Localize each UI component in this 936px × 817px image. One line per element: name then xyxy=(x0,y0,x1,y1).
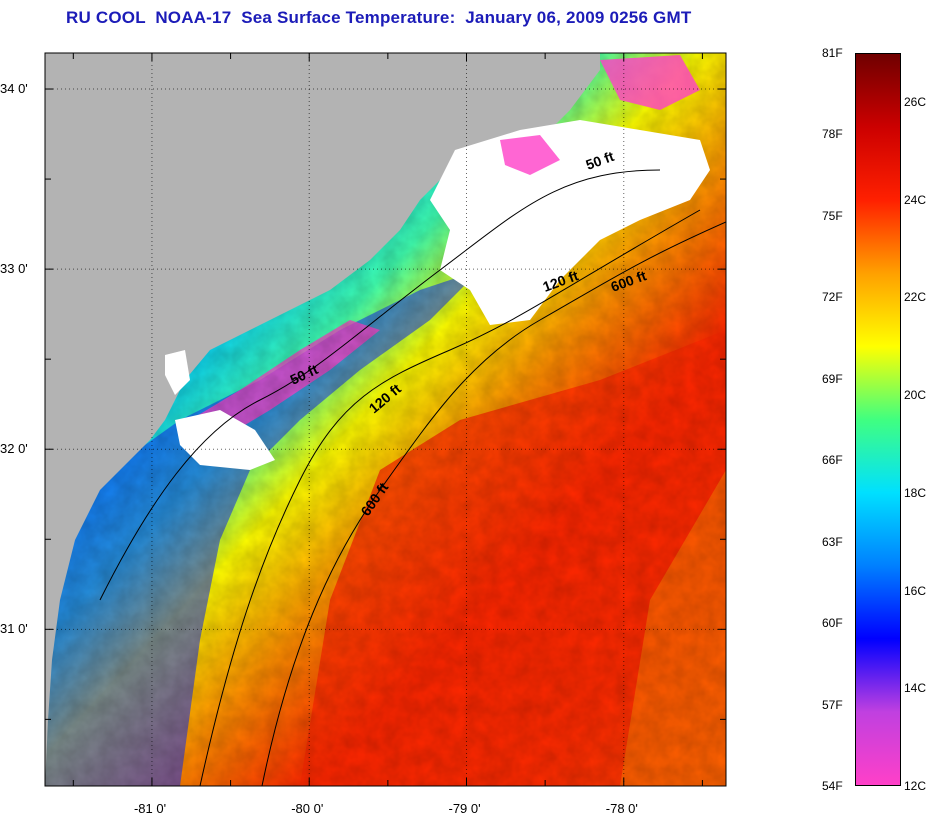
lat-tick-label: 33 0' xyxy=(0,261,28,277)
lat-tick-label: 32 0' xyxy=(0,441,28,457)
lon-tick-label: -80 0' xyxy=(291,801,324,816)
colorbar-f-label: 69F xyxy=(822,371,843,386)
colorbar-f-label: 81F xyxy=(822,46,843,60)
colorbar-f-label: 72F xyxy=(822,290,843,305)
map-title: RU COOL NOAA-17 Sea Surface Temperature:… xyxy=(66,8,692,27)
colorbar-f-label: 78F xyxy=(822,127,843,142)
colorbar-c-label: 26C xyxy=(904,95,927,109)
cloud-patch xyxy=(175,410,275,470)
colorbar-f-label: 57F xyxy=(822,697,843,712)
colorbar-f-label: 54F xyxy=(822,779,843,793)
contour-600ft xyxy=(261,221,726,786)
colorbar-f-label: 75F xyxy=(822,208,843,223)
colorbar-c-label: 20C xyxy=(904,388,927,403)
colorbar-f-label: 63F xyxy=(822,534,843,549)
colorbar-c-label: 14C xyxy=(904,681,927,696)
cloud-magenta xyxy=(600,55,700,110)
lon-tick-label: -81 0' xyxy=(133,801,167,816)
contour-50ft xyxy=(99,169,661,601)
colorbar-c-label: 24C xyxy=(904,192,927,207)
cloud-patch xyxy=(165,350,190,395)
colorbar-c-label: 12C xyxy=(904,779,927,793)
lat-tick-label: 34 0' xyxy=(0,81,28,97)
contour-120ft xyxy=(199,209,701,786)
colorbar-c-label: 22C xyxy=(904,290,927,305)
cloud-magenta xyxy=(500,135,560,175)
colorbar-f-label: 66F xyxy=(822,453,843,468)
lat-tick-label: 31 0' xyxy=(0,621,28,637)
map-frame xyxy=(44,52,727,787)
cloud-area xyxy=(430,120,710,325)
map-grid xyxy=(45,53,726,786)
lon-tick-label: -79 0' xyxy=(448,801,481,816)
land-mass xyxy=(45,53,600,786)
colorbar-c-label: 16C xyxy=(904,583,927,598)
colorbar-f-label: 60F xyxy=(822,616,843,631)
colorbar-c-label: 18C xyxy=(904,485,927,500)
lon-tick-label: -78 0' xyxy=(605,801,638,816)
colorbar xyxy=(855,53,901,786)
